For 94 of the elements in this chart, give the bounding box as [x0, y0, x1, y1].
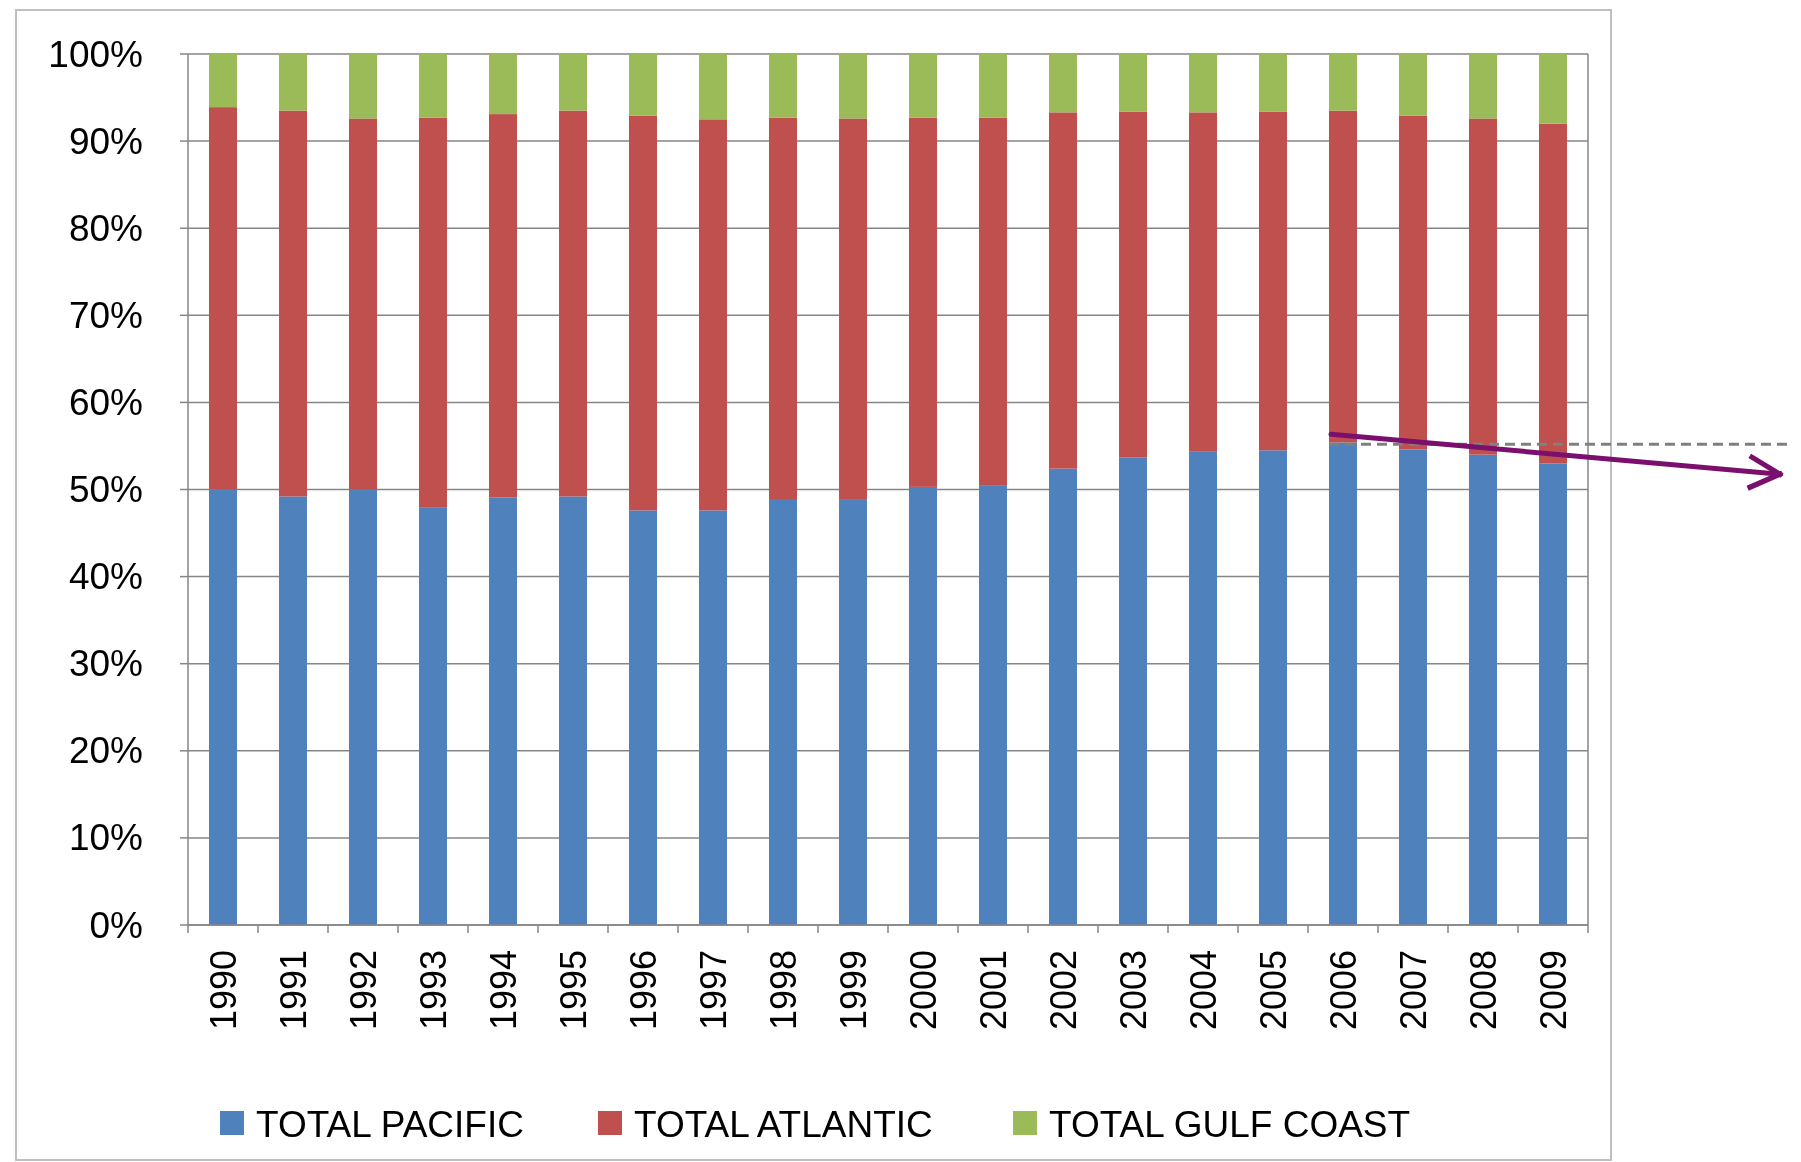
- y-tick-label: 40%: [68, 556, 143, 598]
- bar: [1329, 54, 1357, 111]
- bar: [909, 486, 937, 925]
- bar: [279, 54, 307, 111]
- bar: [559, 54, 587, 111]
- bar: [559, 110, 587, 497]
- x-tick-label: 1994: [482, 950, 524, 1031]
- y-tick-label: 80%: [68, 207, 143, 249]
- bar: [1539, 54, 1567, 124]
- bar: [209, 489, 237, 925]
- y-tick-label: 100%: [48, 33, 143, 75]
- bar: [419, 54, 447, 118]
- x-tick-label: 1992: [342, 950, 384, 1031]
- x-tick-label: 2008: [1462, 950, 1504, 1031]
- bar: [1049, 54, 1077, 113]
- bar: [699, 510, 727, 925]
- bar: [209, 107, 237, 490]
- bar: [839, 499, 867, 925]
- x-tick-label: 2006: [1322, 950, 1364, 1031]
- x-tick-label: 1990: [202, 950, 244, 1031]
- x-tick-label: 1999: [832, 950, 874, 1031]
- x-tick-label: 1993: [412, 950, 454, 1031]
- bar: [1049, 112, 1077, 469]
- bar: [419, 507, 447, 925]
- x-tick-label: 2003: [1112, 950, 1154, 1031]
- bar: [1469, 118, 1497, 455]
- y-tick-label: 30%: [68, 643, 143, 685]
- x-tick-label: 2005: [1252, 950, 1294, 1031]
- bar: [419, 117, 447, 508]
- x-tick-label: 2009: [1532, 950, 1574, 1031]
- bar: [699, 54, 727, 120]
- bar: [489, 54, 517, 115]
- y-tick-label: 60%: [68, 381, 143, 423]
- bar: [1189, 451, 1217, 925]
- bar: [909, 117, 937, 487]
- bar: [1539, 123, 1567, 464]
- bar: [1119, 111, 1147, 458]
- y-tick-label: 0%: [89, 904, 143, 946]
- bar: [629, 54, 657, 116]
- y-tick-label: 10%: [68, 817, 143, 859]
- bar: [769, 117, 797, 500]
- bar: [489, 497, 517, 925]
- bar: [979, 54, 1007, 118]
- bar: [1119, 54, 1147, 112]
- x-tick-label: 2007: [1392, 950, 1434, 1031]
- bar: [1259, 111, 1287, 451]
- bar: [979, 117, 1007, 486]
- x-tick-label: 2004: [1182, 950, 1224, 1031]
- bar: [1399, 54, 1427, 116]
- bar: [1329, 110, 1357, 443]
- bar: [1469, 454, 1497, 925]
- y-tick-label: 90%: [68, 120, 143, 162]
- bar: [1119, 457, 1147, 925]
- legend-label: TOTAL PACIFIC: [256, 1103, 524, 1145]
- bar: [559, 496, 587, 925]
- bar: [699, 119, 727, 511]
- bar: [349, 489, 377, 925]
- bar: [1399, 115, 1427, 450]
- y-tick-label: 50%: [68, 469, 143, 510]
- legend-label: TOTAL ATLANTIC: [634, 1103, 933, 1145]
- bar: [1399, 449, 1427, 925]
- y-tick-label: 70%: [68, 294, 143, 336]
- x-tick-label: 1996: [622, 950, 664, 1031]
- bar: [629, 510, 657, 925]
- bar: [839, 54, 867, 119]
- bar: [839, 118, 867, 500]
- bar: [1189, 54, 1217, 113]
- bar: [1189, 112, 1217, 452]
- bar: [349, 54, 377, 119]
- bar: [489, 114, 517, 498]
- bar: [349, 118, 377, 490]
- bar: [1259, 450, 1287, 925]
- bar: [1469, 54, 1497, 119]
- x-tick-label: 1991: [272, 950, 314, 1031]
- bar: [769, 54, 797, 118]
- bar: [1259, 54, 1287, 112]
- bar: [279, 496, 307, 925]
- x-tick-label: 2002: [1042, 950, 1084, 1031]
- x-tick-label: 1998: [762, 950, 804, 1031]
- bar: [979, 485, 1007, 925]
- x-tick-label: 1997: [692, 950, 734, 1031]
- bar: [1049, 468, 1077, 925]
- bar: [209, 54, 237, 108]
- bar: [1329, 442, 1357, 925]
- x-tick-label: 1995: [552, 950, 594, 1031]
- legend-label: TOTAL GULF COAST: [1049, 1103, 1411, 1145]
- bar: [909, 54, 937, 118]
- y-tick-label: 20%: [68, 730, 143, 772]
- x-tick-label: 2000: [902, 950, 944, 1031]
- x-tick-label: 2001: [972, 950, 1014, 1031]
- bar: [629, 115, 657, 511]
- bar: [769, 499, 797, 925]
- bar: [1539, 463, 1567, 925]
- bar: [279, 110, 307, 497]
